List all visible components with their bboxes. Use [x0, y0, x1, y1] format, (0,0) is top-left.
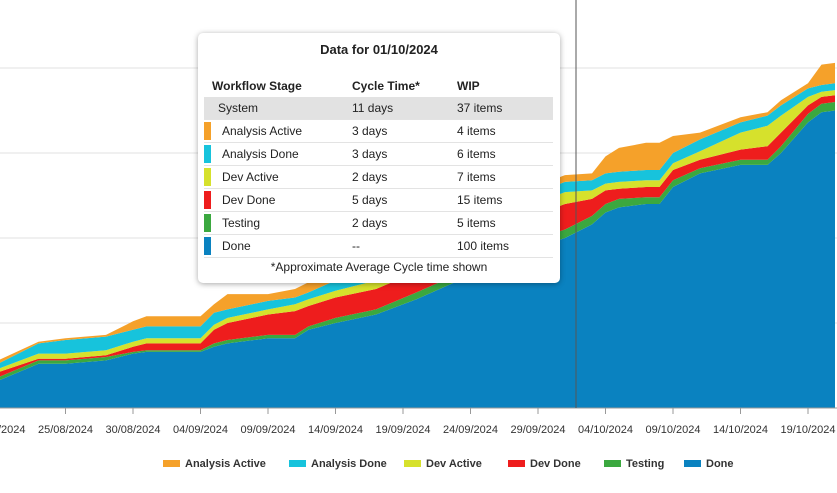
tooltip-cell: Analysis Done	[222, 147, 299, 161]
tooltip-cell: Dev Done	[222, 193, 276, 207]
x-tick-label: 09/09/2024	[240, 424, 295, 436]
legend-label: Analysis Done	[311, 458, 387, 470]
tooltip-cell: 3 days	[352, 124, 388, 138]
tooltip-row: Analysis Active 3 days 4 items	[204, 120, 553, 143]
stage-swatch	[204, 168, 211, 186]
tooltip-cell: 2 days	[352, 216, 388, 230]
legend-swatch	[684, 460, 701, 467]
tooltip-cell: 7 items	[457, 170, 496, 184]
tooltip-cell: Dev Active	[222, 170, 279, 184]
tooltip-cell: 5 items	[457, 216, 496, 230]
tooltip-cell: 15 items	[457, 193, 503, 207]
column-header: WIP	[457, 79, 480, 93]
x-tick-label: 29/09/2024	[510, 424, 565, 436]
stage-swatch	[204, 122, 211, 140]
tooltip-row: Testing 2 days 5 items	[204, 212, 553, 235]
tooltip-cell: 11 days	[352, 101, 394, 115]
x-tick-label: 19/09/2024	[375, 424, 430, 436]
legend-swatch	[404, 460, 421, 467]
tooltip-cell: 4 items	[457, 124, 496, 138]
stage-swatch	[204, 237, 211, 255]
legend-label: Dev Active	[426, 458, 482, 470]
tooltip-cell: --	[352, 239, 360, 253]
tooltip-cell: 5 days	[352, 193, 388, 207]
tooltip-cell: Analysis Active	[222, 124, 303, 138]
tooltip-footnote: *Approximate Average Cycle time shown	[270, 260, 488, 274]
tooltip: Data for 01/10/2024 Workflow Stage Cycle …	[198, 33, 560, 283]
tooltip-cell: Testing	[222, 216, 261, 230]
x-tick-label: 24/09/2024	[443, 424, 498, 436]
x-tick-label: 04/10/2024	[578, 424, 633, 436]
legend-swatch	[163, 460, 180, 467]
tooltip-title: Data for 01/10/2024	[320, 42, 438, 57]
x-tick-label: 09/10/2024	[645, 424, 700, 436]
legend-label: Done	[706, 458, 734, 470]
column-header: Workflow Stage	[212, 79, 302, 93]
tooltip-cell: 37 items	[457, 101, 503, 115]
area	[0, 110, 835, 408]
tooltip-row: Dev Active 2 days 7 items	[204, 166, 553, 189]
x-tick-label: 14/09/2024	[308, 424, 363, 436]
legend-label: Analysis Active	[185, 458, 266, 470]
legend-swatch	[604, 460, 621, 467]
area	[0, 83, 835, 369]
stage-swatch	[204, 191, 211, 209]
x-tick-label: 25/08/2024	[38, 424, 93, 436]
tooltip-row: Dev Done 5 days 15 items	[204, 189, 553, 212]
tooltip-cell: Done	[222, 239, 251, 253]
x-tick-label: 19/10/2024	[780, 424, 835, 436]
legend-swatch	[289, 460, 306, 467]
tooltip-cell: 100 items	[457, 239, 510, 253]
column-header: Cycle Time*	[352, 79, 420, 93]
tooltip-cell: 3 days	[352, 147, 388, 161]
stage-swatch	[204, 214, 211, 232]
x-tick-label: 04/09/2024	[173, 424, 228, 436]
tooltip-cell: 6 items	[457, 147, 496, 161]
tooltip-row: System 11 days 37 items	[204, 97, 553, 120]
x-tick-label: 20/08/2024	[0, 424, 26, 436]
x-tick-label: 30/08/2024	[105, 424, 160, 436]
tooltip-row: Analysis Done 3 days 6 items	[204, 143, 553, 166]
tooltip-cell: 2 days	[352, 170, 388, 184]
stage-swatch	[204, 145, 211, 163]
legend-swatch	[508, 460, 525, 467]
x-tick-label: 14/10/2024	[713, 424, 768, 436]
tooltip-row: Done -- 100 items	[204, 235, 553, 258]
legend-label: Testing	[626, 458, 664, 470]
tooltip-cell: System	[218, 101, 259, 115]
legend-label: Dev Done	[530, 458, 581, 470]
